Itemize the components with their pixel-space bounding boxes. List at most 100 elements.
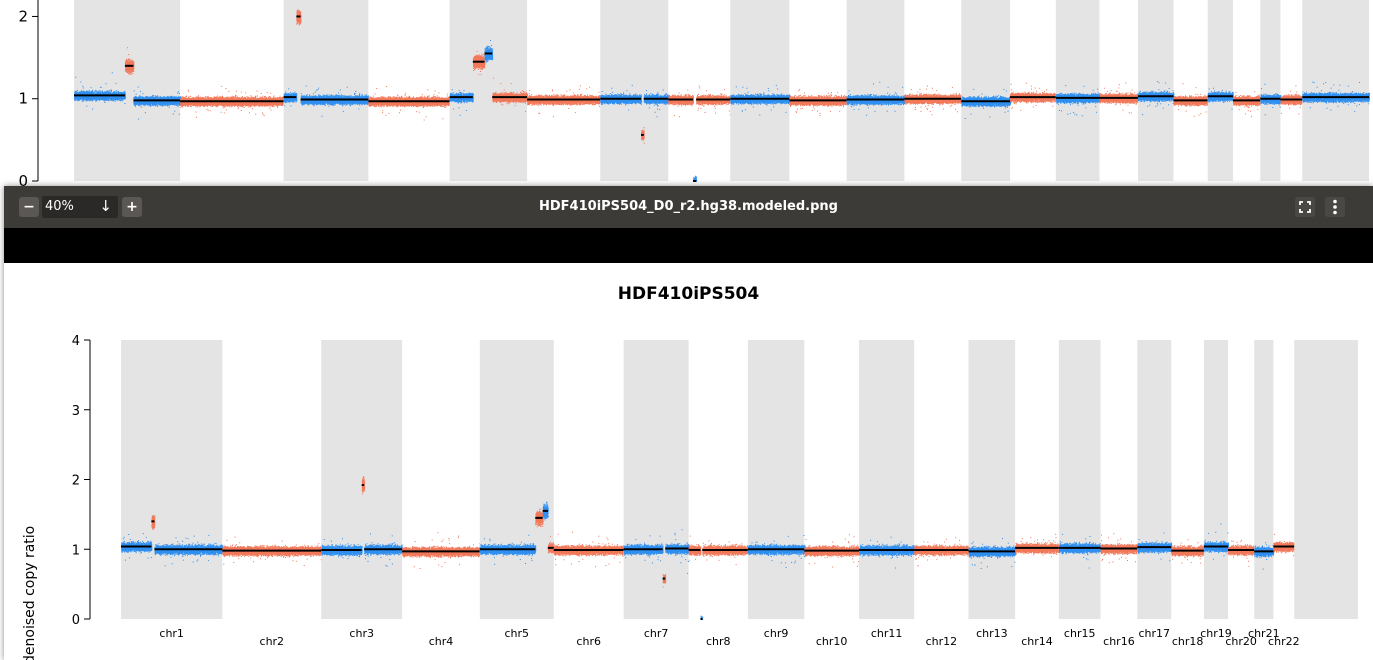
x-tick-label: chr22 <box>1268 635 1300 648</box>
zoom-out-button[interactable]: − <box>19 197 39 217</box>
copy-ratio-points <box>668 89 694 118</box>
chromosome-chr17 <box>1137 0 1175 181</box>
x-tick-label: chr10 <box>816 635 848 648</box>
chromosome-chr3 <box>283 0 370 181</box>
chromosome-band <box>1058 340 1101 619</box>
copy-ratio-points <box>321 538 363 560</box>
chromosome-chr6 <box>527 85 602 118</box>
chromosome-chr10 <box>804 534 860 568</box>
chromosome-chr12 <box>904 85 963 116</box>
main-chart-svg: 01234chr1chr2chr3chr4chr5chr6chr7chr8chr… <box>72 334 1358 648</box>
copy-ratio-points <box>1233 91 1262 118</box>
main-plot: 0 1 2 3 4 chr1 chr2 chr3 chr4 chr5 chr6 chr7 chr8 chr… <box>4 263 1373 660</box>
copy-ratio-points <box>1055 85 1101 117</box>
y-axis-label: denoised copy ratio <box>22 525 38 660</box>
chromosome-band <box>1302 0 1369 181</box>
viewer-black-band <box>4 228 1373 263</box>
chromosome-chr13 <box>968 340 1017 619</box>
chromosome-chr16 <box>1099 82 1139 114</box>
x-tick-label: chr11 <box>871 627 903 640</box>
copy-ratio-points <box>133 86 182 120</box>
copy-ratio-points <box>1254 542 1275 570</box>
chromosome-chr5 <box>479 340 555 619</box>
copy-ratio-points <box>904 85 963 116</box>
more-vertical-icon <box>1333 199 1337 215</box>
x-tick-label: chr17 <box>1139 627 1171 640</box>
chromosome-chr21 <box>1254 340 1275 619</box>
copy-ratio-points <box>789 89 848 116</box>
chart-title: HDF410iPS504 <box>617 284 760 304</box>
zoom-in-button[interactable]: + <box>122 197 142 217</box>
x-tick-label: chr15 <box>1064 627 1096 640</box>
y-tick-label: 4 <box>72 334 80 349</box>
x-tick-label: chr21 <box>1248 627 1280 640</box>
chromosome-band <box>1203 340 1229 619</box>
copy-ratio-points <box>1273 533 1296 557</box>
chromosome-chr8 <box>688 535 749 620</box>
x-tick-label: chr13 <box>976 627 1008 640</box>
chromosome-band <box>1137 0 1174 181</box>
copy-ratio-points <box>368 86 451 121</box>
y-axis: 0 1 2 <box>18 0 39 186</box>
x-tick-label: chr3 <box>349 627 374 640</box>
chromosome-band <box>961 0 1011 181</box>
chromosome-band <box>1207 0 1233 181</box>
chromosome-chr9 <box>747 340 806 619</box>
chromosome-band <box>1260 0 1281 181</box>
chromosome-band <box>730 0 790 181</box>
copy-ratio-points <box>1207 87 1234 110</box>
copy-ratio-points <box>527 85 602 118</box>
chromosome-chr14 <box>1015 533 1060 558</box>
y-tick-label: 0 <box>18 172 28 186</box>
chromosome-chr22 <box>1280 85 1304 115</box>
x-tick-label: chr5 <box>505 627 530 640</box>
y-tick-label: 2 <box>18 7 28 25</box>
chromosome-band <box>1254 340 1274 619</box>
copy-ratio-points <box>688 535 702 561</box>
x-tick-label: chr12 <box>926 635 958 648</box>
copy-ratio-points <box>600 84 642 111</box>
x-tick-label: chr8 <box>706 635 731 648</box>
viewer-filename: HDF410iPS504_D0_r2.hg38.modeled.png <box>539 199 838 214</box>
copy-ratio-points <box>472 50 486 76</box>
fullscreen-button[interactable] <box>1295 197 1315 217</box>
zoom-level-value: 40% <box>45 199 74 214</box>
x-tick-label: chr16 <box>1103 635 1135 648</box>
copy-ratio-points <box>1015 533 1060 558</box>
chromosome-chr6 <box>553 531 625 568</box>
more-options-button[interactable] <box>1325 197 1345 217</box>
background-chart-svg: 0 1 2 <box>18 0 1370 186</box>
copy-ratio-points <box>1228 539 1256 567</box>
x-tick-label: chr1 <box>159 627 184 640</box>
chromosome-chr7 <box>600 0 670 181</box>
copy-ratio-points <box>547 536 555 554</box>
fullscreen-icon <box>1299 201 1311 213</box>
x-tick-label: chr4 <box>429 635 454 648</box>
chromosome-chr17 <box>1137 340 1173 619</box>
chromosome-chr18 <box>1173 83 1209 117</box>
copy-ratio-points <box>859 536 916 569</box>
copy-ratio-points <box>665 529 690 574</box>
x-tick-label: chr9 <box>764 627 789 640</box>
image-viewer-window: − 40% ↓ + HDF410iPS504_D0_r2.hg38.modele… <box>4 186 1373 660</box>
chromosome-chr2 <box>222 536 323 566</box>
chromosome-chr2 <box>180 85 285 118</box>
chromosome-band <box>623 340 689 619</box>
chromosome-chr15 <box>1055 0 1101 181</box>
copy-ratio-points <box>1203 523 1229 560</box>
chromosome-chr16 <box>1100 533 1139 564</box>
chromosome-chr4 <box>368 86 451 121</box>
chromosome-chr1 <box>74 0 182 181</box>
chromosome-band <box>74 0 181 181</box>
chromosome-band <box>600 0 669 181</box>
copy-ratio-points <box>702 540 749 566</box>
y-tick-label: 1 <box>72 543 80 558</box>
zoom-level-dropdown[interactable]: 40% ↓ <box>42 196 118 218</box>
viewer-toolbar: − 40% ↓ + HDF410iPS504_D0_r2.hg38.modele… <box>4 186 1373 228</box>
chromosome-band <box>283 0 369 181</box>
minus-icon: − <box>23 199 35 215</box>
copy-ratio-points <box>484 40 494 63</box>
chromosome-chrX <box>1302 0 1370 181</box>
chromosome-band <box>321 340 403 619</box>
chromosome-band <box>1055 0 1100 181</box>
